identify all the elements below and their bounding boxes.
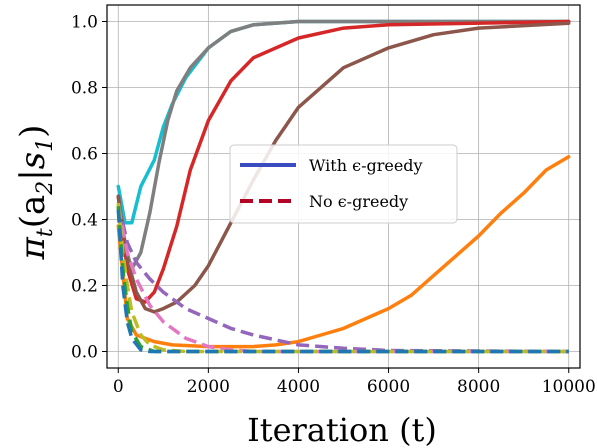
y-tick-label: 0.2 — [71, 277, 98, 297]
legend-label-no-greedy: No ϵ-greedy — [309, 192, 408, 211]
y-tick-label: 0.6 — [71, 145, 98, 165]
plot-frame — [106, 4, 581, 369]
y-tick-labels: 0.0 0.2 0.4 0.6 0.8 1.0 — [71, 13, 98, 363]
y-axis-label-sub: t — [33, 228, 58, 237]
x-tick-label: 6000 — [367, 377, 410, 397]
series-line-9 — [116, 209, 569, 354]
y-tick-label: 0.8 — [71, 79, 98, 99]
y-axis-label-base: π — [13, 236, 53, 260]
y-tick-label: 0.4 — [71, 211, 98, 231]
y-axis-label-given: |s — [13, 152, 53, 181]
tick-marks — [102, 21, 570, 373]
y-tick-label: 1.0 — [71, 13, 98, 33]
legend: With ϵ-greedy No ϵ-greedy — [229, 144, 458, 224]
y-axis-label: πt(a2|s1) — [13, 125, 58, 261]
legend-label-with-greedy: With ϵ-greedy — [309, 156, 423, 175]
y-axis-label-args-sub: 2 — [33, 181, 58, 196]
series-line-4 — [116, 155, 571, 349]
x-tick-label: 2000 — [187, 377, 230, 397]
x-tick-label: 8000 — [457, 377, 500, 397]
series-line-3 — [116, 21, 571, 314]
x-tick-label: 10000 — [542, 377, 596, 397]
y-axis-label-given-sub: 1 — [33, 138, 58, 152]
y-tick-label: 0.0 — [71, 343, 98, 363]
series-line-6 — [116, 205, 569, 354]
series-lines — [116, 19, 571, 354]
y-axis-label-close: ) — [13, 125, 53, 138]
x-tick-label: 4000 — [277, 377, 320, 397]
x-tick-labels: 0 2000 4000 6000 8000 10000 — [113, 377, 596, 397]
x-tick-label: 0 — [113, 377, 124, 397]
series-line-5 — [116, 202, 569, 354]
x-axis-label: Iteration (t) — [247, 411, 437, 448]
y-axis-label-args: (a — [13, 195, 53, 229]
